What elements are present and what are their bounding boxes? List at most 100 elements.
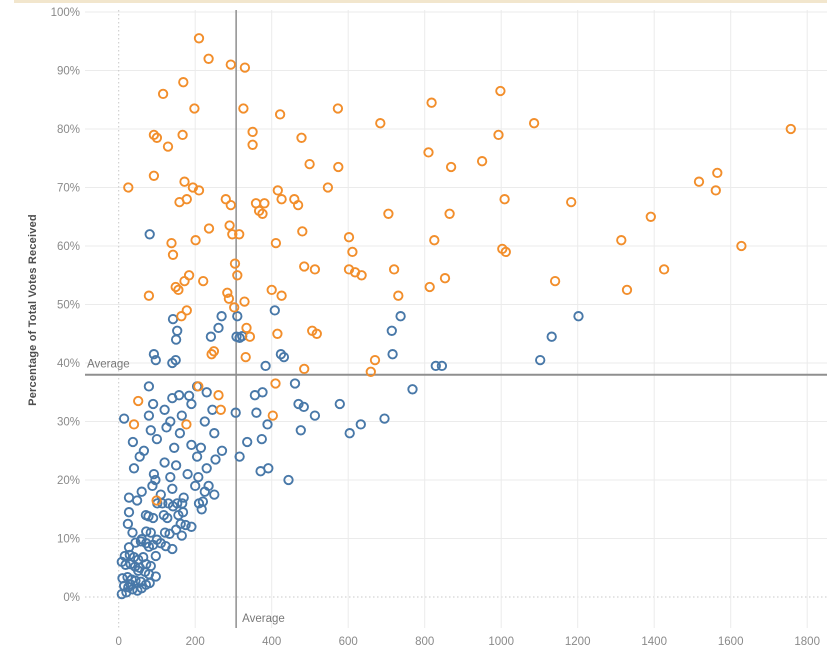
data-point[interactable] [423, 147, 434, 158]
data-point[interactable] [222, 287, 233, 298]
data-point[interactable] [151, 132, 163, 143]
data-point[interactable] [289, 378, 301, 389]
data-point[interactable] [573, 311, 584, 322]
data-point[interactable] [133, 395, 144, 407]
data-point[interactable] [275, 349, 287, 360]
data-point[interactable] [241, 322, 252, 334]
data-point[interactable] [193, 33, 205, 44]
data-point[interactable] [693, 176, 705, 187]
data-point[interactable] [270, 237, 282, 249]
data-point[interactable] [259, 198, 270, 209]
data-point[interactable] [215, 404, 226, 415]
data-point[interactable] [150, 354, 161, 366]
data-point[interactable] [430, 360, 441, 372]
data-point[interactable] [162, 141, 174, 152]
data-point[interactable] [190, 235, 201, 246]
data-point[interactable] [151, 433, 163, 445]
data-point[interactable] [269, 305, 280, 316]
data-point[interactable] [169, 442, 180, 453]
data-point[interactable] [179, 275, 190, 287]
data-point[interactable] [136, 583, 147, 594]
data-point[interactable] [499, 194, 510, 205]
data-point[interactable] [247, 139, 258, 150]
data-point[interactable] [167, 357, 178, 369]
data-point[interactable] [193, 185, 205, 196]
data-point[interactable] [172, 498, 183, 509]
data-point[interactable] [227, 229, 238, 240]
data-point[interactable] [173, 390, 185, 401]
data-point[interactable] [407, 384, 418, 395]
data-point[interactable] [166, 237, 177, 249]
data-point[interactable] [436, 360, 448, 372]
data-point[interactable] [424, 281, 435, 293]
data-point[interactable] [159, 457, 170, 468]
data-point[interactable] [170, 281, 181, 293]
data-point[interactable] [128, 419, 140, 430]
data-point[interactable] [186, 521, 197, 532]
data-point[interactable] [170, 460, 182, 471]
data-point[interactable] [181, 419, 192, 430]
data-point[interactable] [375, 118, 386, 129]
data-point[interactable] [213, 322, 224, 334]
data-point[interactable] [395, 311, 406, 322]
data-point[interactable] [267, 410, 278, 421]
data-point[interactable] [176, 410, 187, 421]
data-point[interactable] [133, 565, 144, 576]
data-point[interactable] [238, 103, 249, 114]
data-point[interactable] [176, 311, 187, 322]
data-point[interactable] [147, 398, 159, 410]
data-point[interactable] [234, 451, 245, 462]
data-point[interactable] [220, 194, 231, 205]
data-point[interactable] [216, 311, 227, 322]
data-point[interactable] [193, 471, 204, 483]
data-point[interactable] [141, 526, 152, 537]
data-point[interactable] [144, 229, 155, 240]
data-point[interactable] [393, 290, 404, 301]
data-point[interactable] [263, 463, 274, 474]
data-point[interactable] [176, 530, 187, 541]
data-point[interactable] [131, 495, 143, 506]
data-point[interactable] [242, 436, 253, 448]
data-point[interactable] [334, 398, 345, 410]
data-point[interactable] [476, 156, 488, 167]
data-point[interactable] [295, 425, 306, 436]
data-point[interactable] [159, 404, 170, 415]
data-point[interactable] [148, 170, 160, 181]
data-point[interactable] [333, 161, 344, 173]
data-point[interactable] [343, 232, 355, 243]
data-point[interactable] [127, 436, 139, 448]
data-point[interactable] [365, 366, 376, 377]
data-point[interactable] [181, 305, 192, 316]
data-point[interactable] [148, 129, 160, 141]
data-point[interactable] [206, 349, 217, 360]
data-point[interactable] [266, 284, 277, 296]
data-point[interactable] [274, 109, 286, 120]
data-point[interactable] [157, 498, 168, 509]
data-point[interactable] [272, 328, 283, 339]
data-point[interactable] [123, 507, 135, 518]
data-point[interactable] [181, 194, 192, 205]
data-point[interactable] [712, 167, 723, 179]
data-point[interactable] [439, 273, 451, 284]
data-point[interactable] [292, 199, 304, 211]
data-point[interactable] [147, 512, 159, 524]
data-point[interactable] [230, 407, 241, 418]
data-point[interactable] [429, 235, 440, 246]
data-point[interactable] [549, 275, 561, 287]
data-point[interactable] [177, 129, 188, 141]
data-point[interactable] [386, 325, 397, 336]
data-point[interactable] [143, 290, 155, 301]
data-point[interactable] [244, 331, 256, 342]
data-point[interactable] [276, 194, 287, 205]
data-point[interactable] [201, 387, 212, 398]
data-point[interactable] [116, 588, 127, 600]
data-point[interactable] [189, 103, 200, 114]
data-point[interactable] [645, 211, 656, 222]
data-point[interactable] [150, 571, 161, 582]
data-point[interactable] [183, 390, 195, 401]
data-point[interactable] [293, 398, 304, 410]
data-point[interactable] [195, 442, 207, 453]
data-point[interactable] [191, 451, 203, 462]
data-point[interactable] [173, 284, 184, 296]
data-point[interactable] [167, 313, 179, 325]
